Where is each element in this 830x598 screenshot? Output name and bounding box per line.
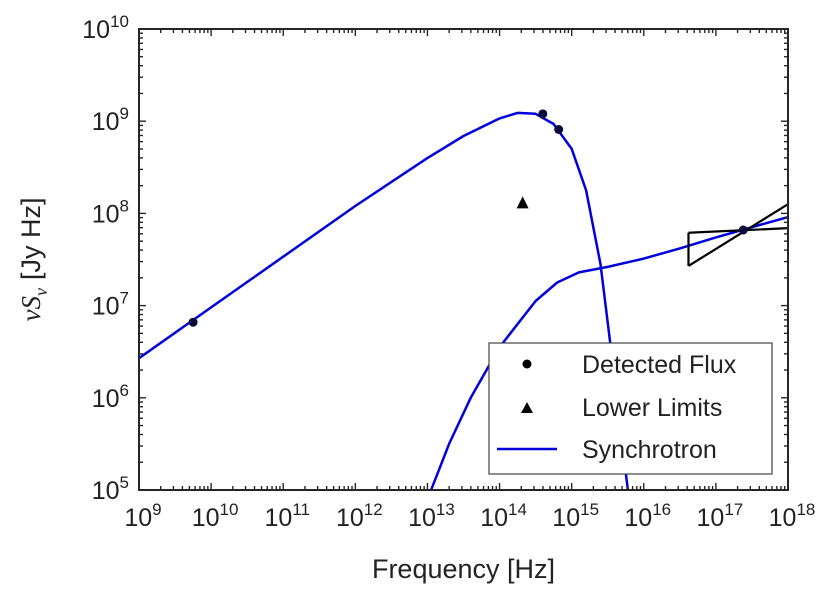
x-tick-label: 1017 (697, 500, 744, 532)
detected-flux-point-1 (188, 317, 198, 327)
y-axis-units: [Jy Hz] (16, 198, 46, 281)
y-tick-label: 108 (92, 196, 129, 228)
x-tick-label: 1014 (480, 500, 527, 532)
synchrotron-line-1 (139, 111, 630, 490)
synchrotron-line-2 (429, 215, 788, 490)
ticks-layer: 109 1010 1011 1012 1013 1014 1015 1016 1017 1018 1… (82, 12, 815, 532)
legend: Detected Flux Lower Limits Synchrotron (488, 342, 773, 475)
x-tick-label: 1013 (408, 500, 455, 532)
x-tick-label: 1012 (336, 500, 383, 532)
x-tick-label: 1018 (769, 500, 816, 532)
y-tick-label: 1010 (82, 12, 129, 44)
points-layer (188, 109, 748, 327)
legend-marker-lower-limits (521, 402, 533, 413)
legend-box (488, 342, 773, 475)
x-tick-label: 1011 (264, 500, 309, 532)
detected-flux-point-4 (738, 225, 748, 235)
y-tick-label: 107 (92, 289, 129, 321)
curves-layer (139, 111, 788, 490)
legend-label-lower-limits: Lower Limits (582, 394, 722, 422)
y-tick-label: 109 (92, 104, 129, 136)
detected-flux-point-3 (554, 124, 564, 134)
y-axis-subscript: ν (31, 288, 51, 296)
legend-marker-detected-flux (522, 359, 532, 369)
bowtie-flat-line (688, 227, 788, 234)
lower-limit-point-1 (516, 196, 529, 209)
y-tick-label: 106 (92, 381, 129, 413)
bowtie-steep-line (687, 203, 788, 267)
y-tick-label: 105 (92, 473, 129, 505)
x-tick-label: 1010 (192, 500, 239, 532)
legend-label-synchrotron: Synchrotron (582, 436, 717, 464)
y-axis-symbol: νS (16, 296, 46, 322)
x-tick-label: 1016 (624, 500, 671, 532)
legend-label-detected-flux: Detected Flux (582, 351, 737, 379)
x-axis-title: Frequency [Hz] (372, 554, 555, 584)
y-axis-title: νSν [Jy Hz] (16, 198, 51, 322)
plot-frame (138, 28, 789, 491)
x-tick-label: 109 (124, 500, 161, 532)
x-tick-label: 1015 (552, 500, 599, 532)
detected-flux-point-2 (538, 109, 548, 119)
